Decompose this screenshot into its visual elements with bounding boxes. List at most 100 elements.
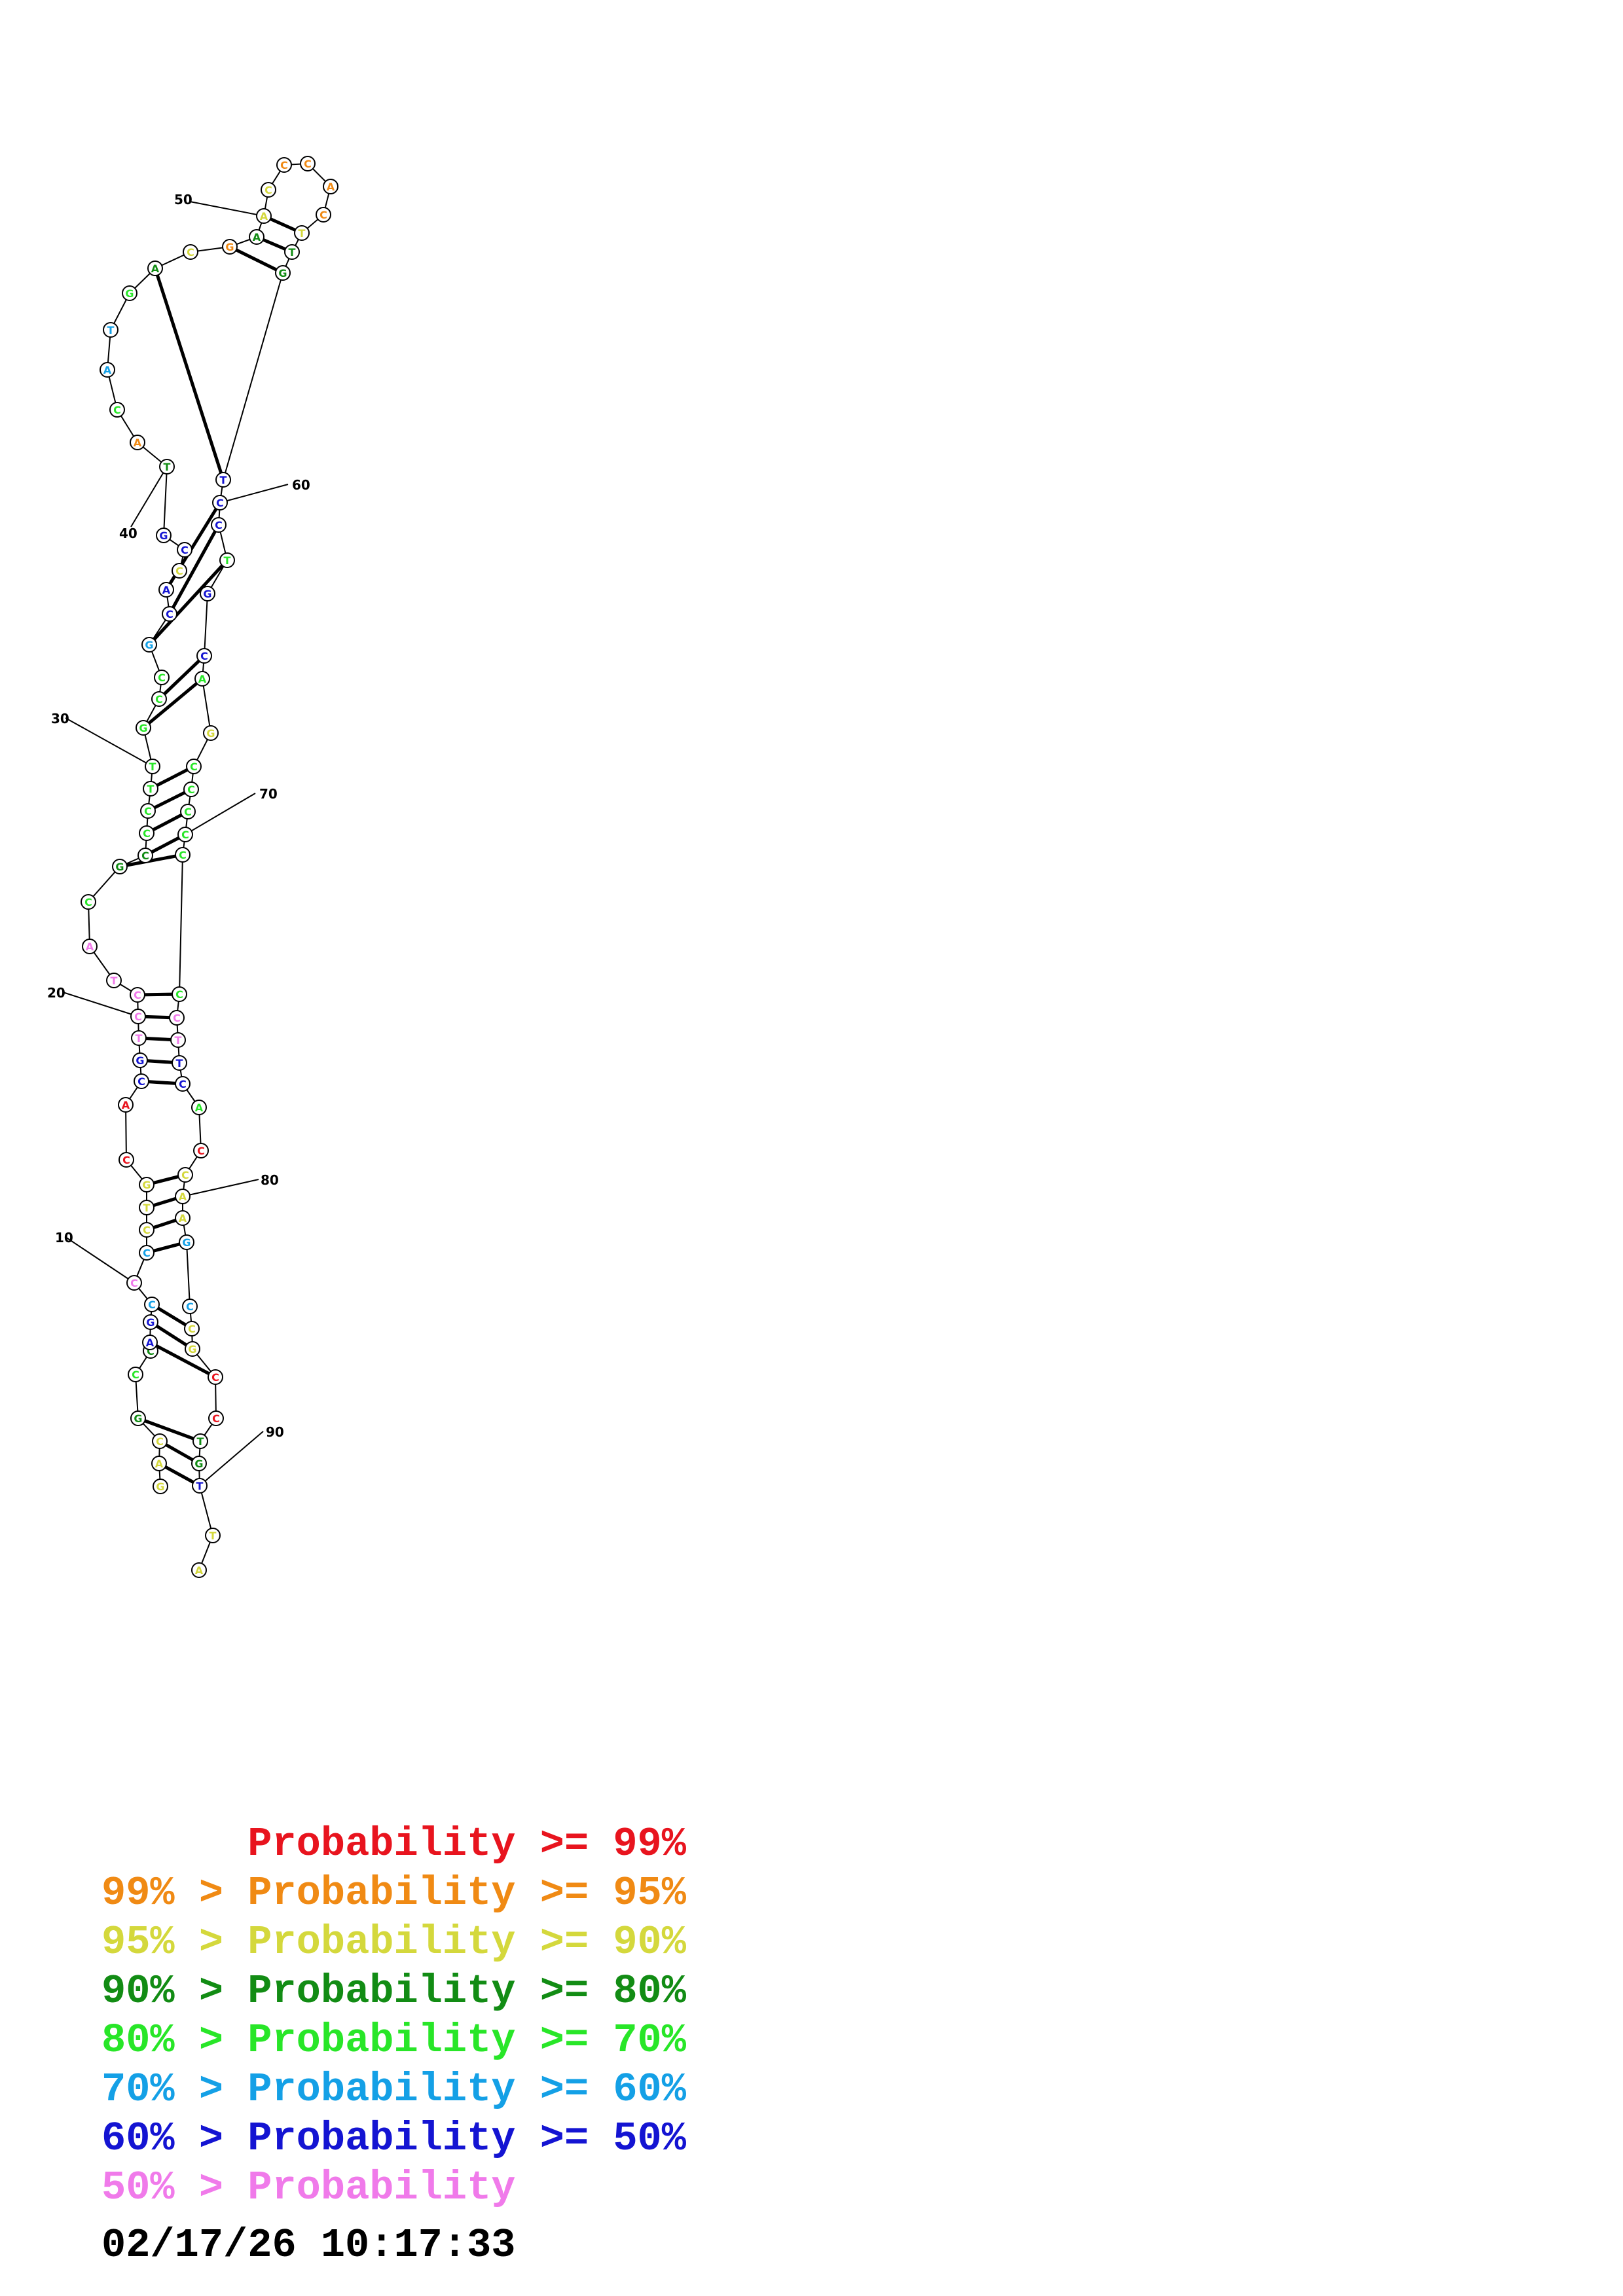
nucleotide: G (122, 285, 137, 301)
nucleotide: C (177, 827, 193, 842)
nucleotide-circle (284, 244, 300, 260)
index-leader-line (130, 466, 168, 528)
legend-label: Probability (247, 2066, 516, 2113)
nucleotide-letter: T (289, 246, 296, 259)
nucleotide-letter: G (206, 727, 215, 740)
nucleotide-circle (300, 156, 316, 171)
nucleotide-circle (175, 1189, 191, 1204)
nucleotide: C (276, 157, 292, 173)
nucleotide-letter: A (327, 181, 335, 193)
nucleotide: C (212, 495, 228, 511)
legend-suffix: >= 50% (515, 2115, 686, 2162)
nucleotide: C (126, 1275, 142, 1291)
nucleotide-circle (119, 1152, 134, 1168)
nucleotide-letter: T (175, 1034, 182, 1047)
index-label: 60 (292, 477, 310, 493)
nucleotide-letter: C (143, 1224, 151, 1236)
nucleotide-circle (142, 1335, 158, 1350)
nucleotide-circle (211, 517, 227, 533)
nucleotide-circle (294, 225, 310, 241)
nucleotide-letter: C (143, 827, 151, 840)
nucleotide-letter: T (107, 324, 115, 336)
index-leader-line (65, 717, 153, 767)
legend-prefix: 99% > (101, 1870, 248, 1916)
nucleotide: G (200, 586, 215, 601)
nucleotide-letter: A (134, 437, 142, 449)
nucleotide-circle (82, 939, 98, 954)
nucleotide-circle (143, 781, 158, 797)
nucleotide-circle (139, 1200, 155, 1215)
nucleotide: C (169, 1010, 185, 1026)
timestamp: 02/17/26 10:17:33 (101, 2222, 516, 2269)
legend-row: 80% > Probability >= 70% (101, 2016, 686, 2065)
nucleotide-letter: T (164, 461, 171, 473)
index-label: 50 (174, 192, 192, 207)
index-leader-line (219, 484, 289, 503)
nucleotide: C (183, 244, 198, 260)
nucleotide: A (256, 208, 272, 224)
legend-prefix: 95% > (101, 1919, 248, 1965)
nucleotide: G (141, 637, 157, 653)
nucleotide-circle (203, 725, 219, 741)
nucleotide-letter: C (197, 1145, 205, 1157)
legend-label: Probability (247, 2115, 516, 2162)
nucleotide-letter: C (184, 806, 192, 818)
index-leader-line (185, 793, 256, 835)
nucleotide-circle (137, 848, 153, 863)
nucleotide: G (132, 1052, 148, 1068)
nucleotide: A (142, 1335, 158, 1350)
nucleotide-letter: A (146, 1336, 155, 1349)
legend-suffix: >= 95% (515, 1870, 686, 1916)
nucleotide-circle (132, 1052, 148, 1068)
nucleotide-circle (184, 1321, 200, 1336)
nucleotide-letter: A (195, 1102, 204, 1114)
nucleotide-letter: G (203, 588, 211, 600)
legend-row: 60% > Probability >= 50% (101, 2114, 686, 2163)
nucleotide-letter: C (141, 850, 149, 862)
nucleotide: C (183, 781, 199, 797)
nucleotide-letter: C (137, 1075, 145, 1088)
nucleotide-letter: T (197, 1435, 204, 1448)
nucleotide-letter: T (220, 474, 227, 486)
nucleotide-circle (106, 973, 122, 988)
nucleotide-circle (276, 157, 292, 173)
nucleotide-letter: C (212, 1412, 220, 1425)
nucleotide: C (177, 542, 192, 558)
nucleotide-letter: C (113, 404, 121, 416)
nucleotide-circle (323, 179, 338, 194)
base-pair-bond (149, 764, 195, 791)
nucleotide-circle (172, 986, 187, 1002)
nucleotide-letter: T (147, 783, 155, 795)
nucleotide: G (185, 1341, 200, 1357)
nucleotide-circle (316, 207, 331, 223)
legend-prefix: 90% > (101, 1968, 248, 2015)
nucleotide-circle (185, 1341, 200, 1357)
legend-suffix: >= 90% (515, 1919, 686, 1965)
nucleotide-letter: C (188, 1323, 196, 1335)
nucleotide: C (162, 606, 177, 622)
nucleotide: A (194, 671, 210, 687)
nucleotide-letter: C (166, 608, 173, 620)
nucleotide-letter: G (182, 1236, 191, 1249)
nucleotide-circle (215, 472, 231, 488)
nucleotide: C (130, 1009, 146, 1024)
nucleotide-letter: C (319, 209, 327, 221)
index-leader-line (189, 201, 264, 217)
nucleotide: C (130, 987, 145, 1003)
legend-row: Probability >= 99% (101, 1820, 686, 1869)
nucleotide-letter: C (211, 1371, 219, 1384)
nucleotide-letter: C (158, 672, 166, 684)
nucleotide-letter: G (134, 1412, 142, 1425)
index-label: 90 (266, 1424, 284, 1440)
nucleotide-circle (177, 827, 193, 842)
legend-suffix: >= 60% (515, 2066, 686, 2113)
nucleotide-circle (162, 606, 177, 622)
index-label: 10 (55, 1230, 73, 1246)
nucleotide: C (81, 894, 96, 910)
nucleotide-letter: C (179, 1078, 187, 1090)
nucleotide-circle (130, 1410, 146, 1426)
base-pair-bond (153, 268, 225, 480)
nucleotide: A (249, 229, 264, 245)
nucleotide: C (196, 648, 212, 664)
nucleotide-circle (151, 691, 167, 707)
